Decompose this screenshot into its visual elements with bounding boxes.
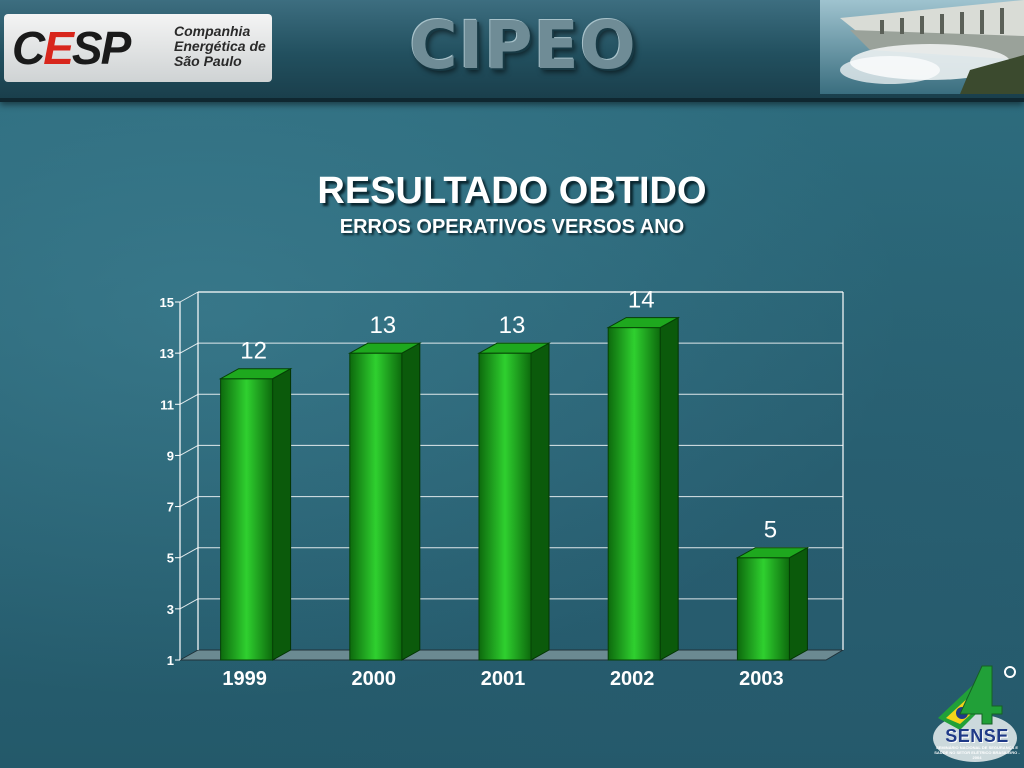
bar-1999 — [218, 367, 293, 661]
y-tick-label-9: 9 — [167, 448, 174, 463]
x-tick-label-2003: 2003 — [739, 668, 784, 690]
gridline-side-3 — [179, 598, 199, 610]
x-tick-label-2001: 2001 — [481, 668, 526, 690]
y-tick-label-15: 15 — [160, 295, 174, 310]
gridline-side-11 — [179, 393, 199, 405]
bar-top-2003 — [735, 547, 810, 559]
gridline-side-9 — [179, 444, 199, 456]
y-tick-label-1: 1 — [167, 653, 174, 668]
x-tick-label-2002: 2002 — [610, 668, 655, 690]
y-tick-label-3: 3 — [167, 602, 174, 617]
data-label-2002: 14 — [628, 287, 655, 314]
brand-title: CIPEO — [409, 7, 637, 84]
company-name-line-2: Energética de — [174, 38, 266, 54]
x-axis: 1999 2000 2001 2002 2003 — [222, 668, 783, 690]
y-tick-label-7: 7 — [167, 500, 174, 515]
bar-front-1999 — [220, 378, 274, 661]
data-label-2001: 13 — [499, 312, 526, 339]
y-tick-label-11: 11 — [160, 397, 174, 412]
bar-top-2002 — [606, 317, 681, 329]
x-tick-label-1999: 1999 — [222, 668, 267, 690]
gridline-side-5 — [179, 547, 199, 559]
bar-side-2002 — [659, 316, 679, 661]
sense-tagline: SEMINÁRIO NACIONAL DE SEGURANÇA E SAÚDE … — [934, 745, 1020, 760]
dam-photo — [820, 0, 1024, 94]
bar-front-2002 — [607, 327, 661, 661]
bar-side-2000 — [401, 342, 421, 661]
slide-title: RESULTADO OBTIDO — [317, 170, 707, 212]
bar-side-1999 — [272, 367, 292, 661]
y-tick-label-13: 13 — [160, 346, 174, 361]
bar-top-2000 — [347, 342, 422, 354]
bar-front-2001 — [478, 352, 532, 661]
header-bar: CESP Companhia Energética de São Paulo C… — [0, 0, 1024, 102]
cesp-logo: CESP Companhia Energética de São Paulo — [4, 14, 272, 82]
bar-2001 — [477, 342, 551, 661]
bar-2003 — [735, 546, 810, 661]
data-label-2003: 5 — [764, 517, 777, 544]
x-tick-label-2000: 2000 — [352, 668, 397, 690]
data-label-2000: 13 — [369, 312, 396, 339]
y-tick-label-5: 5 — [167, 551, 174, 566]
bar-front-2003 — [736, 557, 790, 661]
bar-front-2000 — [349, 352, 403, 661]
company-name-line-3: São Paulo — [174, 53, 242, 69]
data-labels: 12 13 13 14 5 — [240, 287, 777, 544]
data-label-1999: 12 — [240, 338, 267, 365]
bar-top-1999 — [218, 368, 293, 380]
company-name-line-1: Companhia — [174, 23, 251, 39]
gridline-side-13 — [179, 342, 199, 354]
bar-2002 — [606, 316, 681, 661]
chart-bars — [218, 316, 810, 661]
bar-side-2001 — [530, 342, 550, 661]
bar-top-2001 — [477, 342, 551, 354]
gridline-side-15 — [179, 291, 199, 303]
slide-subtitle: ERROS OPERATIVOS VERSOS ANO — [339, 216, 685, 238]
bar-2000 — [347, 342, 422, 661]
gridline-side-7 — [179, 496, 199, 508]
cesp-logo-mark: CESP — [12, 22, 131, 74]
bar-side-2003 — [788, 546, 808, 661]
sense-logo — [933, 665, 1017, 762]
sense-name: SENSE — [945, 726, 1009, 746]
company-name: Companhia Energética de São Paulo — [174, 24, 270, 69]
